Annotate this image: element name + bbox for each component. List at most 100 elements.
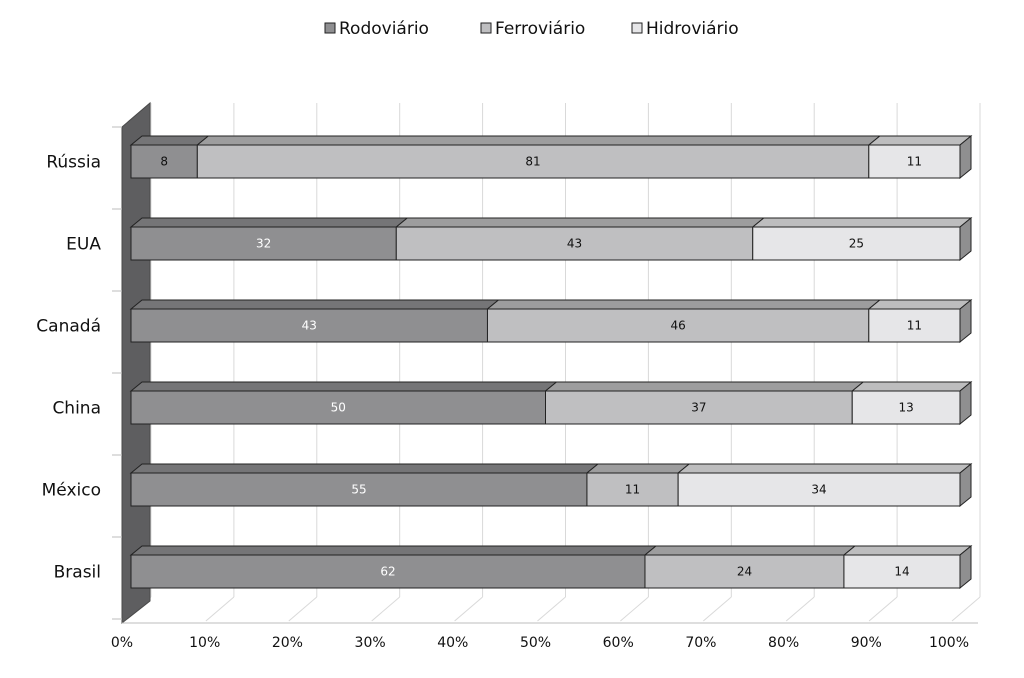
floor-line (205, 596, 235, 622)
legend: Rodoviário Ferroviário Hidroviário (324, 19, 739, 39)
floor-line (620, 596, 649, 622)
bar-brasil-ferroviario: 24 (643, 545, 857, 589)
bar-canada-rodoviario: 43 (129, 299, 500, 343)
x-tick-labels: 0% 10% 20% 30% 40% 50% 60% 70% 80% 90% 100% (111, 635, 969, 651)
bar-russia-rodoviario: 8 (129, 135, 210, 179)
bar-canada-rodoviario-top (129, 299, 500, 310)
x-tick-label: 80% (768, 635, 799, 651)
x-tick-label: 90% (851, 635, 882, 651)
bar-china-ferroviario-front (545, 390, 853, 425)
category-ticks (112, 126, 122, 620)
category-label-eua: EUA (66, 235, 101, 255)
bar-eua-rodoviario-front (130, 226, 397, 261)
data-label-russia-ferroviario: 81 (525, 155, 540, 169)
bar-china-ferroviario-top (544, 381, 865, 392)
data-label-mexico-hidroviario: 34 (811, 483, 826, 497)
data-label-russia-rodoviario: 8 (160, 155, 168, 169)
bar-mexico-hidroviario: 34 (676, 462, 973, 508)
bar-canada-hidroviario: 11 (867, 298, 973, 344)
bar-mexico-ferroviario-top (585, 463, 691, 474)
legend-label: Rodoviário (339, 19, 429, 39)
bar-brasil-rodoviario-top (129, 545, 658, 556)
x-tick-label: 70% (685, 635, 716, 651)
bar-canada-hidroviario-front (868, 308, 961, 343)
legend-label: Ferroviário (495, 19, 585, 39)
bar-mexico-ferroviario-front (586, 472, 679, 507)
bar-mexico-hidroviario-side (959, 462, 972, 508)
bar-russia-ferroviario: 81 (195, 135, 882, 179)
legend-label: Hidroviário (646, 19, 739, 39)
x-tick-label: 20% (272, 635, 303, 651)
bar-brasil-rodoviario: 62 (129, 545, 658, 589)
bar-brasil-hidroviario-side (959, 544, 972, 590)
bar-china-hidroviario: 13 (850, 380, 973, 426)
floor-line (702, 596, 732, 622)
bar-brasil-ferroviario-front (644, 554, 845, 589)
bar-eua-ferroviario-front (395, 226, 754, 261)
bar-russia-hidroviario-side (959, 134, 972, 180)
bars: 8 81 11 32 43 25 43 46 11 50 37 13 55 11 34 62 24 14 (129, 134, 973, 590)
legend-item-rodoviario: Rodoviário (324, 19, 429, 39)
data-label-mexico-ferroviario: 11 (625, 483, 640, 497)
bar-canada-ferroviario: 46 (486, 299, 882, 343)
floor-line (951, 596, 981, 622)
x-tick-label: 30% (355, 635, 386, 651)
bar-canada-hidroviario-top (867, 299, 973, 310)
x-tick-label: 100% (929, 635, 969, 651)
data-label-mexico-rodoviario: 55 (351, 483, 366, 497)
category-label-canada: Canadá (36, 317, 101, 337)
data-label-brasil-rodoviario: 62 (380, 565, 395, 579)
bar-eua-hidroviario-side (959, 216, 972, 262)
bar-canada-ferroviario-top (486, 299, 882, 310)
category-label-russia: Rússia (46, 153, 101, 173)
bar-russia-ferroviario-top (195, 135, 882, 146)
bar-canada-ferroviario-front (486, 308, 870, 343)
gridlines (122, 103, 981, 622)
bar-china-hidroviario-front (851, 390, 961, 425)
bar-mexico-rodoviario-top (129, 463, 600, 474)
x-tick-label: 0% (111, 635, 133, 651)
bar-mexico-rodoviario: 55 (129, 463, 600, 507)
bar-china-hidroviario-top (850, 381, 973, 392)
floor-line (288, 596, 318, 622)
legend-item-ferroviario: Ferroviário (480, 19, 585, 39)
data-label-eua-rodoviario: 32 (256, 237, 271, 251)
legend-swatch (324, 22, 336, 34)
bar-eua-hidroviario-top (751, 217, 973, 228)
x-tick-label: 40% (437, 635, 468, 651)
legend-item-hidroviario: Hidroviário (631, 19, 739, 39)
left-wall (121, 101, 151, 625)
bar-eua-hidroviario: 25 (751, 216, 973, 262)
bar-mexico-ferroviario: 11 (585, 463, 691, 507)
bar-china-hidroviario-side (959, 380, 972, 426)
data-label-russia-hidroviario: 11 (907, 155, 922, 169)
floor-line (785, 596, 815, 622)
bar-russia-rodoviario-front (130, 144, 198, 179)
bar-eua-hidroviario-front (752, 226, 961, 261)
floor-line (537, 596, 566, 622)
x-tick-label: 10% (189, 635, 220, 651)
category-label-brasil: Brasil (54, 563, 101, 583)
data-label-canada-hidroviario: 11 (907, 319, 922, 333)
bar-china-rodoviario: 50 (129, 381, 558, 425)
data-label-china-hidroviario: 13 (898, 401, 913, 415)
bar-eua-rodoviario: 32 (129, 217, 409, 261)
data-label-brasil-hidroviario: 14 (894, 565, 909, 579)
bar-canada-rodoviario-front (130, 308, 488, 343)
bar-mexico-hidroviario-top (676, 463, 973, 474)
bar-eua-rodoviario-top (129, 217, 409, 228)
legend-swatch (480, 22, 492, 34)
bar-mexico-rodoviario-front (130, 472, 588, 507)
data-label-canada-rodoviario: 43 (302, 319, 317, 333)
bar-brasil-hidroviario-front (843, 554, 961, 589)
data-label-china-ferroviario: 37 (691, 401, 706, 415)
floor-line (454, 596, 483, 622)
category-label-mexico: México (42, 481, 101, 501)
data-label-eua-hidroviario: 25 (849, 237, 864, 251)
bar-russia-rodoviario-top (129, 135, 210, 146)
bar-eua-ferroviario: 43 (394, 217, 766, 261)
bar-brasil-ferroviario-top (643, 545, 857, 556)
bar-china-rodoviario-top (129, 381, 558, 392)
data-label-brasil-ferroviario: 24 (737, 565, 752, 579)
